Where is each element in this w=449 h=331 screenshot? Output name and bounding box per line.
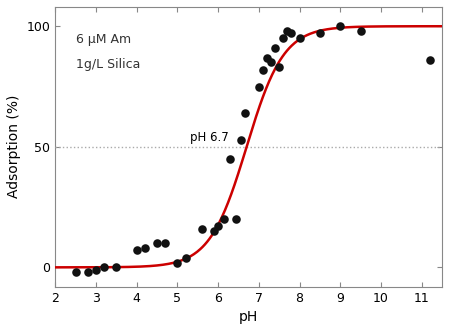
Point [84, 269, 92, 275]
Point [241, 110, 248, 116]
Point [215, 224, 222, 229]
Point [227, 156, 234, 162]
Y-axis label: Adsorption (%): Adsorption (%) [7, 95, 21, 199]
Point [174, 260, 181, 265]
Point [154, 241, 161, 246]
Point [337, 24, 344, 29]
Point [133, 248, 140, 253]
Point [284, 28, 291, 34]
Point [316, 31, 323, 36]
Point [92, 267, 100, 272]
Point [288, 31, 295, 36]
Point [426, 57, 433, 63]
Point [72, 269, 79, 275]
Point [101, 265, 108, 270]
Point [220, 216, 228, 222]
Point [264, 55, 271, 60]
X-axis label: pH: pH [239, 310, 258, 324]
Point [162, 241, 169, 246]
Point [268, 60, 275, 65]
Point [237, 137, 244, 142]
Point [276, 65, 283, 70]
Point [113, 265, 120, 270]
Point [211, 228, 218, 234]
Point [182, 255, 189, 260]
Text: 6 μM Am: 6 μM Am [75, 33, 131, 46]
Point [357, 28, 364, 34]
Point [272, 45, 279, 51]
Point [141, 245, 149, 251]
Text: 1g/L Silica: 1g/L Silica [75, 58, 140, 71]
Point [233, 216, 240, 222]
Point [260, 67, 267, 72]
Text: pH 6.7: pH 6.7 [189, 131, 229, 144]
Point [296, 36, 303, 41]
Point [280, 36, 287, 41]
Point [198, 226, 205, 231]
Point [255, 84, 262, 89]
